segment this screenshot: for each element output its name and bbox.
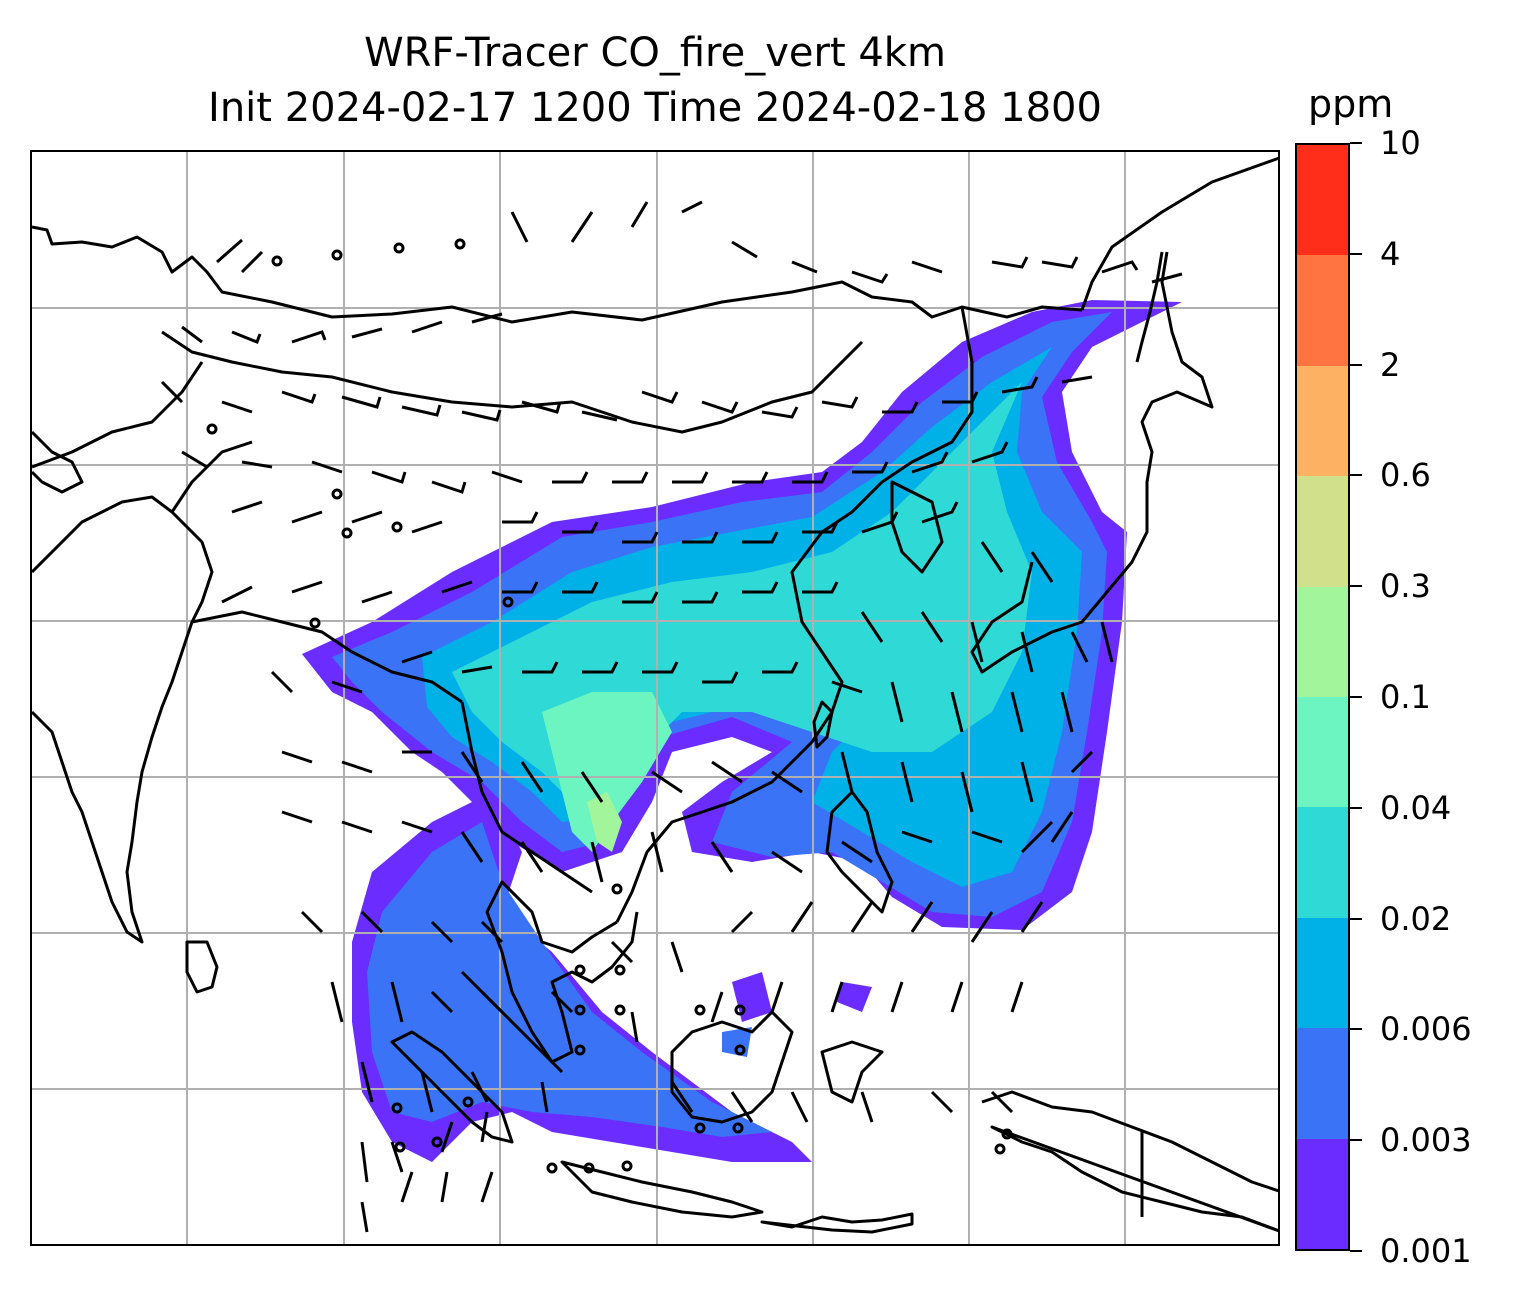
- coast-taiwan: [812, 700, 834, 749]
- colorbar-tick-mark: [1350, 1139, 1362, 1142]
- colorbar-tick-mark: [1350, 917, 1362, 920]
- coast-okhotsk: [881, 306, 974, 484]
- co-plume-layer: [302, 300, 1182, 1162]
- map-panel: [30, 150, 1280, 1246]
- colorbar-tick-mark: [1350, 806, 1362, 809]
- colorbar-segment: [1297, 696, 1348, 808]
- coast-sulawesi: [820, 1040, 884, 1104]
- colorbar-tick-label: 0.001: [1380, 1232, 1472, 1270]
- colorbar-tick-label: 10: [1380, 124, 1421, 162]
- colorbar-segment: [1297, 1028, 1348, 1139]
- colorbar-segment: [1297, 807, 1348, 918]
- coast-sri-lanka: [185, 940, 219, 994]
- coast-korea-china: [615, 480, 884, 923]
- colorbar-tick-mark: [1350, 363, 1362, 366]
- coast-siberia-north: [32, 225, 1083, 324]
- coast-india: [32, 495, 214, 944]
- colorbar-tick-mark: [1350, 696, 1362, 698]
- coast-new-guinea: [981, 1090, 1278, 1233]
- plume-main-3: [587, 792, 622, 852]
- coast-sakhalin: [1135, 251, 1164, 363]
- colorbar-segment: [1297, 586, 1348, 697]
- plume-speck-1: [732, 972, 772, 1022]
- colorbar-tick-label: 2: [1380, 345, 1401, 384]
- coast-java: [560, 1160, 764, 1219]
- border-china-mongolia: [161, 330, 864, 434]
- plume-speck-2: [837, 982, 872, 1012]
- colorbar-segment: [1297, 1138, 1348, 1249]
- coast-arabia: [32, 430, 84, 494]
- gridlines: [32, 152, 1278, 1244]
- colorbar-tick-label: 0.04: [1380, 788, 1452, 827]
- colorbar-segment: [1297, 917, 1348, 1029]
- colorbar-tick-label: 0.6: [1380, 456, 1431, 495]
- chart-title-line1: WRF-Tracer CO_fire_vert 4km: [364, 30, 946, 76]
- plume-south-006: [367, 822, 772, 1137]
- coast-far-east: [1080, 156, 1278, 311]
- coast-sumatra: [390, 1030, 514, 1144]
- coastlines: [32, 156, 1278, 1234]
- colorbar-segment: [1297, 365, 1348, 477]
- colorbar-unit-label: ppm: [1308, 82, 1394, 126]
- colorbar: [1295, 143, 1350, 1251]
- coast-philippines: [825, 790, 894, 914]
- coast-indochina: [485, 880, 639, 1064]
- colorbar-tick-mark: [1350, 585, 1362, 588]
- colorbar-tick-label: 0.1: [1380, 678, 1431, 716]
- chart-title-line2: Init 2024-02-17 1200 Time 2024-02-18 180…: [208, 85, 1102, 131]
- colorbar-tick-label: 4: [1380, 234, 1401, 273]
- coast-japan: [970, 251, 1214, 674]
- colorbar-tick-mark: [1350, 142, 1362, 144]
- colorbar-segment: [1297, 255, 1348, 366]
- border-southeast-asia: [460, 701, 593, 894]
- colorbar-tick-mark: [1350, 1028, 1362, 1031]
- colorbar-tick-label: 0.003: [1380, 1121, 1472, 1160]
- colorbar-tick-mark: [1350, 1250, 1362, 1252]
- colorbar-tick-label: 0.3: [1380, 567, 1431, 606]
- wind-barbs: [160, 200, 1183, 1233]
- coast-lesser-sunda: [760, 1212, 914, 1234]
- colorbar-segment: [1297, 144, 1348, 256]
- plume-main-1: [542, 692, 672, 852]
- colorbar-tick-label: 0.02: [1380, 899, 1452, 938]
- calm-wind-circles: [206, 238, 1013, 1174]
- colorbar-tick-label: 0.006: [1380, 1010, 1472, 1049]
- colorbar-tick-mark: [1350, 252, 1362, 255]
- colorbar-segment: [1297, 476, 1348, 587]
- map-canvas: [32, 152, 1278, 1244]
- colorbar-tick-mark: [1350, 474, 1362, 477]
- coast-borneo: [670, 1010, 794, 1124]
- border-himalaya: [191, 610, 463, 704]
